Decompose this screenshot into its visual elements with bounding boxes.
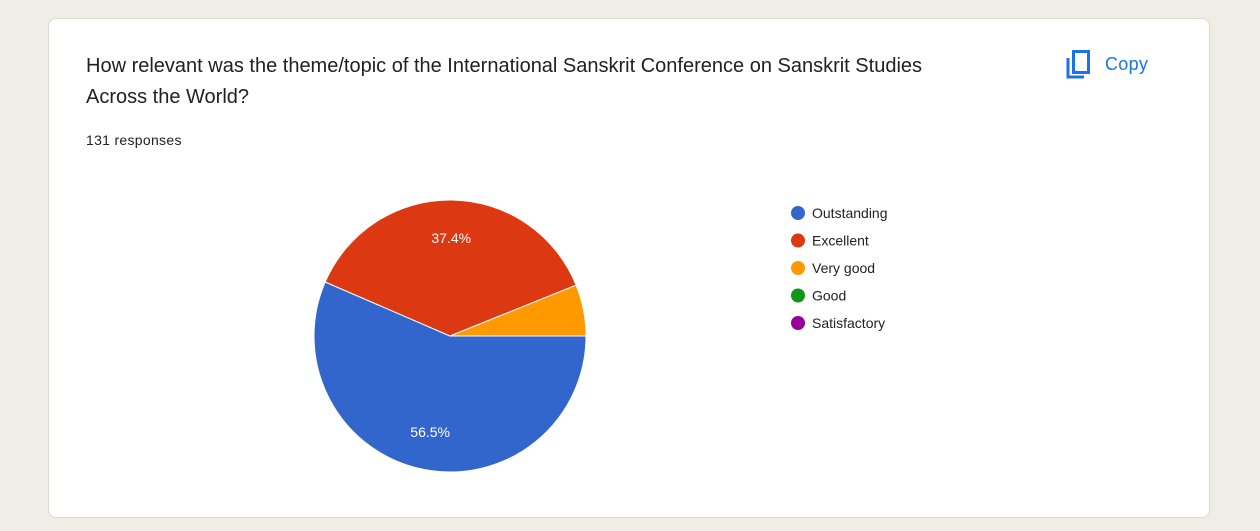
legend-label-excellent[interactable]: Excellent	[812, 233, 869, 249]
legend-label-good[interactable]: Good	[812, 288, 846, 304]
copy-button[interactable]: Copy	[1065, 47, 1148, 81]
legend-swatch-outstanding	[791, 206, 805, 220]
legend-swatch-very-good	[791, 261, 805, 275]
legend-label-very-good[interactable]: Very good	[812, 260, 875, 276]
response-count: 131 responses	[86, 132, 182, 148]
copy-label: Copy	[1105, 53, 1149, 74]
slice-label-outstanding: 56.5%	[410, 424, 450, 440]
pie-chart: 56.5% 37.4% Outstanding Excellent Very good G…	[313, 199, 888, 473]
pie-slice-very-good[interactable]	[449, 284, 587, 337]
legend-swatch-good	[791, 288, 805, 303]
legend-label-satisfactory[interactable]: Satisfactory	[812, 315, 885, 331]
pie-slice-outstanding[interactable]	[313, 281, 587, 473]
copy-icon	[1065, 49, 1091, 79]
legend-swatch-satisfactory	[791, 316, 805, 330]
legend-swatch-excellent	[791, 233, 805, 248]
response-card: How relevant was the theme/topic of the …	[48, 18, 1210, 518]
slice-label-excellent: 37.4%	[431, 230, 471, 246]
legend-label-outstanding[interactable]: Outstanding	[812, 205, 888, 221]
question-title: How relevant was the theme/topic of the …	[86, 55, 923, 108]
pie-slice-excellent[interactable]	[324, 199, 577, 337]
